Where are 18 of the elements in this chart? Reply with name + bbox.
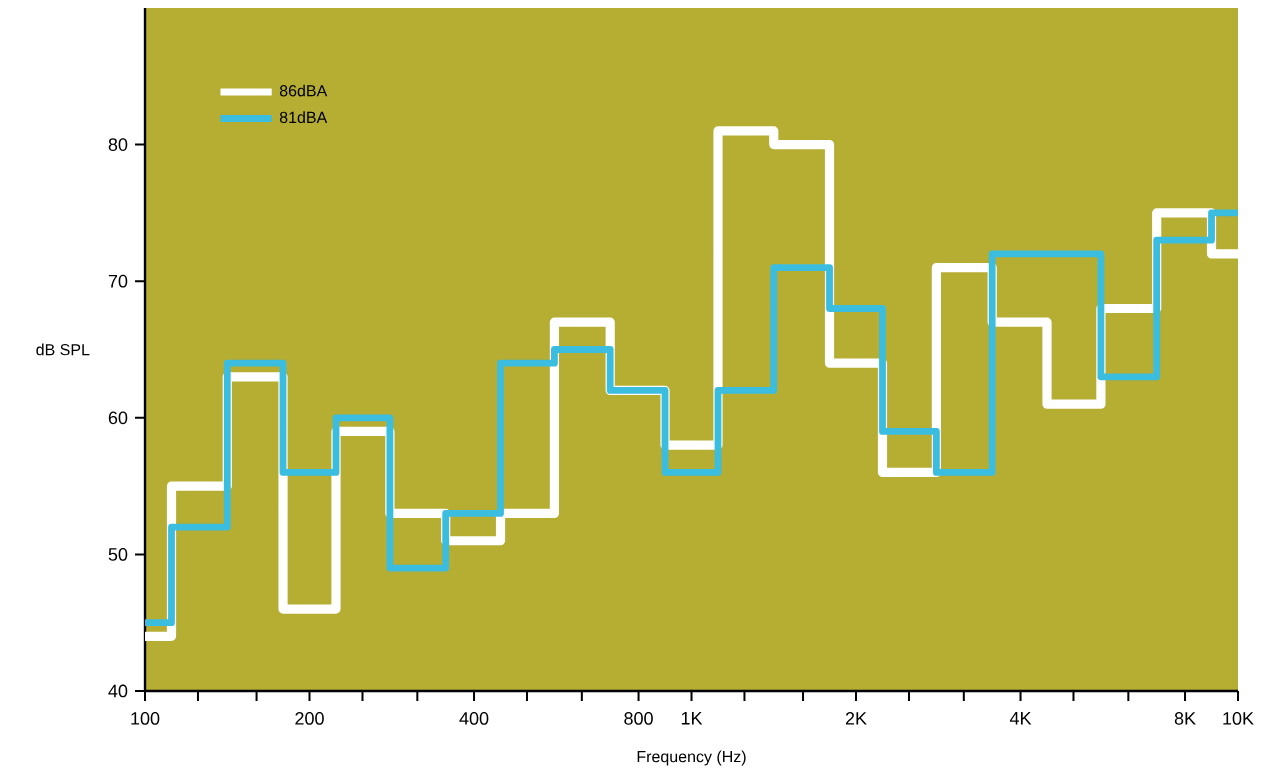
x-tick-label: 1K (681, 712, 703, 725)
x-tick-label: 400 (459, 712, 489, 725)
y-tick-label: 80 (108, 138, 128, 151)
x-tick-label: 800 (624, 712, 653, 725)
y-tick-label: 60 (108, 411, 128, 425)
legend-label: 86dBA (279, 84, 328, 97)
x-tick-label: 100 (131, 712, 160, 725)
x-tick-label: 2K (845, 712, 867, 725)
x-tick-label: 10K (1223, 712, 1254, 725)
x-axis-title: Frequency (Hz) (637, 750, 746, 766)
y-tick-label: 70 (108, 274, 128, 288)
x-tick-label: 4K (1009, 712, 1032, 725)
legend-label: 81dBA (279, 111, 328, 124)
y-tick-label: 50 (108, 548, 128, 561)
y-axis-title: dB SPL (36, 343, 90, 356)
x-tick-label: 8K (1174, 712, 1196, 725)
x-tick-label: 200 (295, 712, 324, 725)
y-tick-label: 40 (108, 684, 128, 698)
